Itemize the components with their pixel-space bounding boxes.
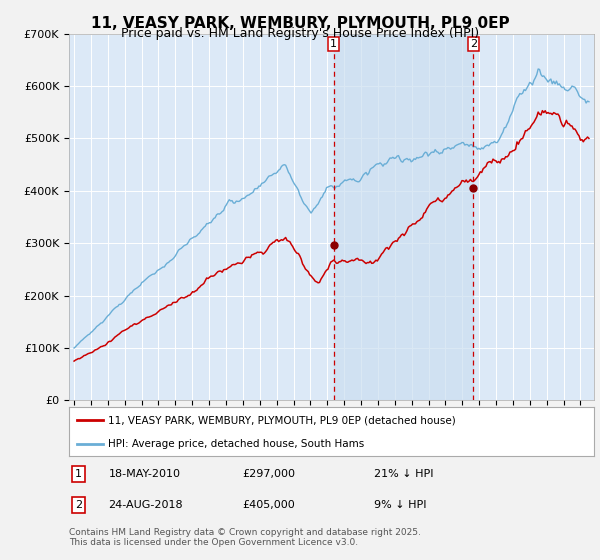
Text: 1: 1	[330, 39, 337, 49]
Text: 11, VEASY PARK, WEMBURY, PLYMOUTH, PL9 0EP: 11, VEASY PARK, WEMBURY, PLYMOUTH, PL9 0…	[91, 16, 509, 31]
Text: 2: 2	[75, 500, 82, 510]
Text: Price paid vs. HM Land Registry's House Price Index (HPI): Price paid vs. HM Land Registry's House …	[121, 27, 479, 40]
Text: Contains HM Land Registry data © Crown copyright and database right 2025.
This d: Contains HM Land Registry data © Crown c…	[69, 528, 421, 547]
Text: 11, VEASY PARK, WEMBURY, PLYMOUTH, PL9 0EP (detached house): 11, VEASY PARK, WEMBURY, PLYMOUTH, PL9 0…	[109, 416, 456, 426]
Text: 18-MAY-2010: 18-MAY-2010	[109, 469, 181, 479]
Text: 2: 2	[470, 39, 477, 49]
Text: 21% ↓ HPI: 21% ↓ HPI	[373, 469, 433, 479]
Text: 1: 1	[75, 469, 82, 479]
Bar	[334, 34, 473, 400]
Text: 9% ↓ HPI: 9% ↓ HPI	[373, 500, 426, 510]
Text: £405,000: £405,000	[242, 500, 295, 510]
Text: HPI: Average price, detached house, South Hams: HPI: Average price, detached house, Sout…	[109, 439, 365, 449]
Text: 24-AUG-2018: 24-AUG-2018	[109, 500, 183, 510]
Text: £297,000: £297,000	[242, 469, 295, 479]
